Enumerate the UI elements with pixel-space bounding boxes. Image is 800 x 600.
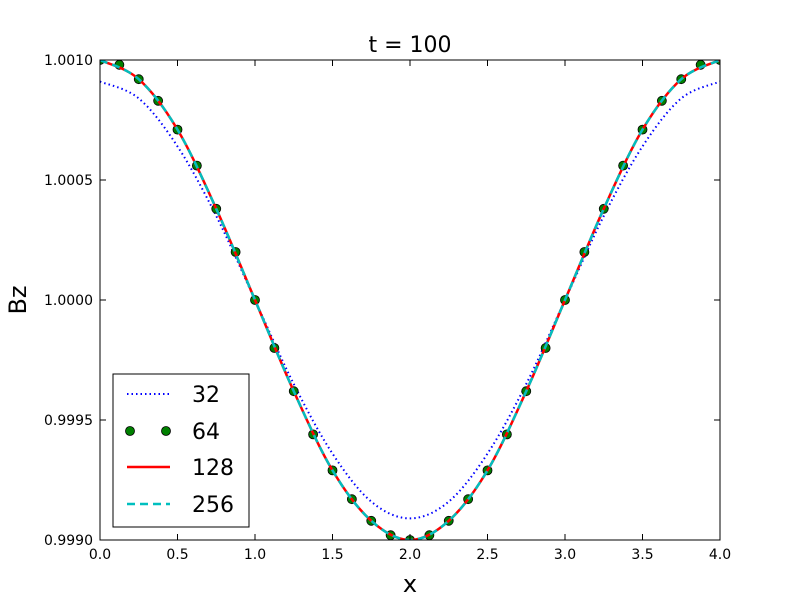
- x-tick-label: 3.5: [631, 547, 653, 563]
- legend-item-64: 64: [125, 420, 220, 445]
- y-tick-label: 0.9990: [44, 533, 93, 549]
- chart-title: t = 100: [368, 33, 451, 58]
- y-tick-label: 0.9995: [44, 413, 93, 429]
- legend-marker: [161, 426, 171, 436]
- x-axis: 0.0 0.5 1.0 1.5 2.0 2.5 3.0 3.5 4.0: [89, 60, 731, 563]
- legend-item-128: 128: [127, 456, 234, 481]
- legend-label: 128: [192, 456, 234, 481]
- legend-box: [112, 373, 250, 528]
- y-axis-title: Bz: [4, 285, 32, 314]
- x-tick-label: 0.0: [89, 547, 111, 563]
- y-axis: 0.9990 0.9995 1.0000 1.0005 1.0010: [44, 53, 720, 549]
- x-axis-title: x: [403, 570, 417, 598]
- y-tick-label: 1.0010: [44, 53, 93, 69]
- series-256: [100, 60, 720, 540]
- legend-label: 64: [192, 420, 220, 445]
- x-tick-label: 0.5: [166, 547, 188, 563]
- y-tick-label: 1.0000: [44, 293, 93, 309]
- series-line: [100, 60, 720, 540]
- legend-item-256: 256: [127, 493, 234, 518]
- legend-item-32: 32: [127, 383, 220, 408]
- x-tick-label: 1.5: [321, 547, 343, 563]
- series-32: [100, 80, 720, 520]
- x-tick-label: 4.0: [709, 547, 731, 563]
- series-line: [100, 80, 720, 520]
- x-tick-label: 2.0: [399, 547, 421, 563]
- x-tick-label: 1.0: [244, 547, 266, 563]
- legend-marker: [125, 426, 135, 436]
- x-tick-label: 2.5: [476, 547, 498, 563]
- y-tick-label: 1.0005: [44, 173, 93, 189]
- legend-label: 256: [192, 493, 234, 518]
- legend-label: 32: [192, 383, 220, 408]
- series-layer: [100, 60, 720, 540]
- legend: 32 64 128 256: [112, 373, 250, 528]
- x-tick-label: 3.0: [554, 547, 576, 563]
